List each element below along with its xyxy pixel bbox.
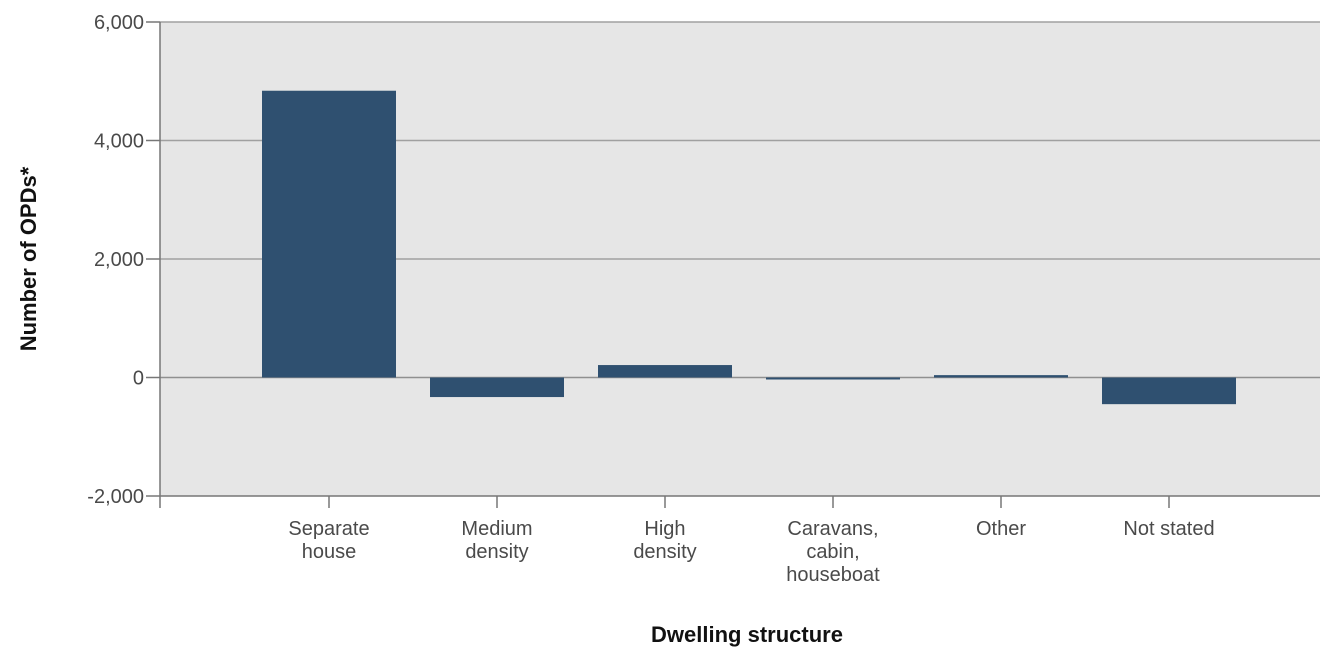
bar: [934, 375, 1068, 378]
y-tick-label: -2,000: [87, 486, 144, 508]
x-tick-label: Other: [976, 518, 1026, 540]
bar: [430, 377, 564, 398]
y-axis-title: Number of OPDs*: [16, 166, 41, 351]
y-tick-label: 2,000: [94, 249, 144, 271]
bar: [1102, 377, 1236, 405]
x-tick-label: Separate house: [288, 518, 369, 563]
x-tick-label: High density: [633, 518, 696, 563]
y-tick-label: 0: [133, 368, 144, 390]
axes: [146, 21, 1320, 508]
bar: [766, 377, 900, 380]
bar: [262, 90, 396, 378]
y-tick-label: 4,000: [94, 131, 144, 153]
labels: -2,000 0 2,000 4,000 6,000 Separate house Mediu…: [87, 12, 1214, 586]
x-tick-label: Caravans, cabin, houseboat: [786, 518, 880, 586]
bar: [598, 365, 732, 378]
y-tick-label: 6,000: [94, 12, 144, 34]
x-tick-label: Medium density: [461, 518, 532, 563]
x-tick-label: Not stated: [1123, 518, 1214, 540]
x-axis-title: Dwelling structure: [651, 622, 843, 647]
bars: [262, 90, 1236, 405]
